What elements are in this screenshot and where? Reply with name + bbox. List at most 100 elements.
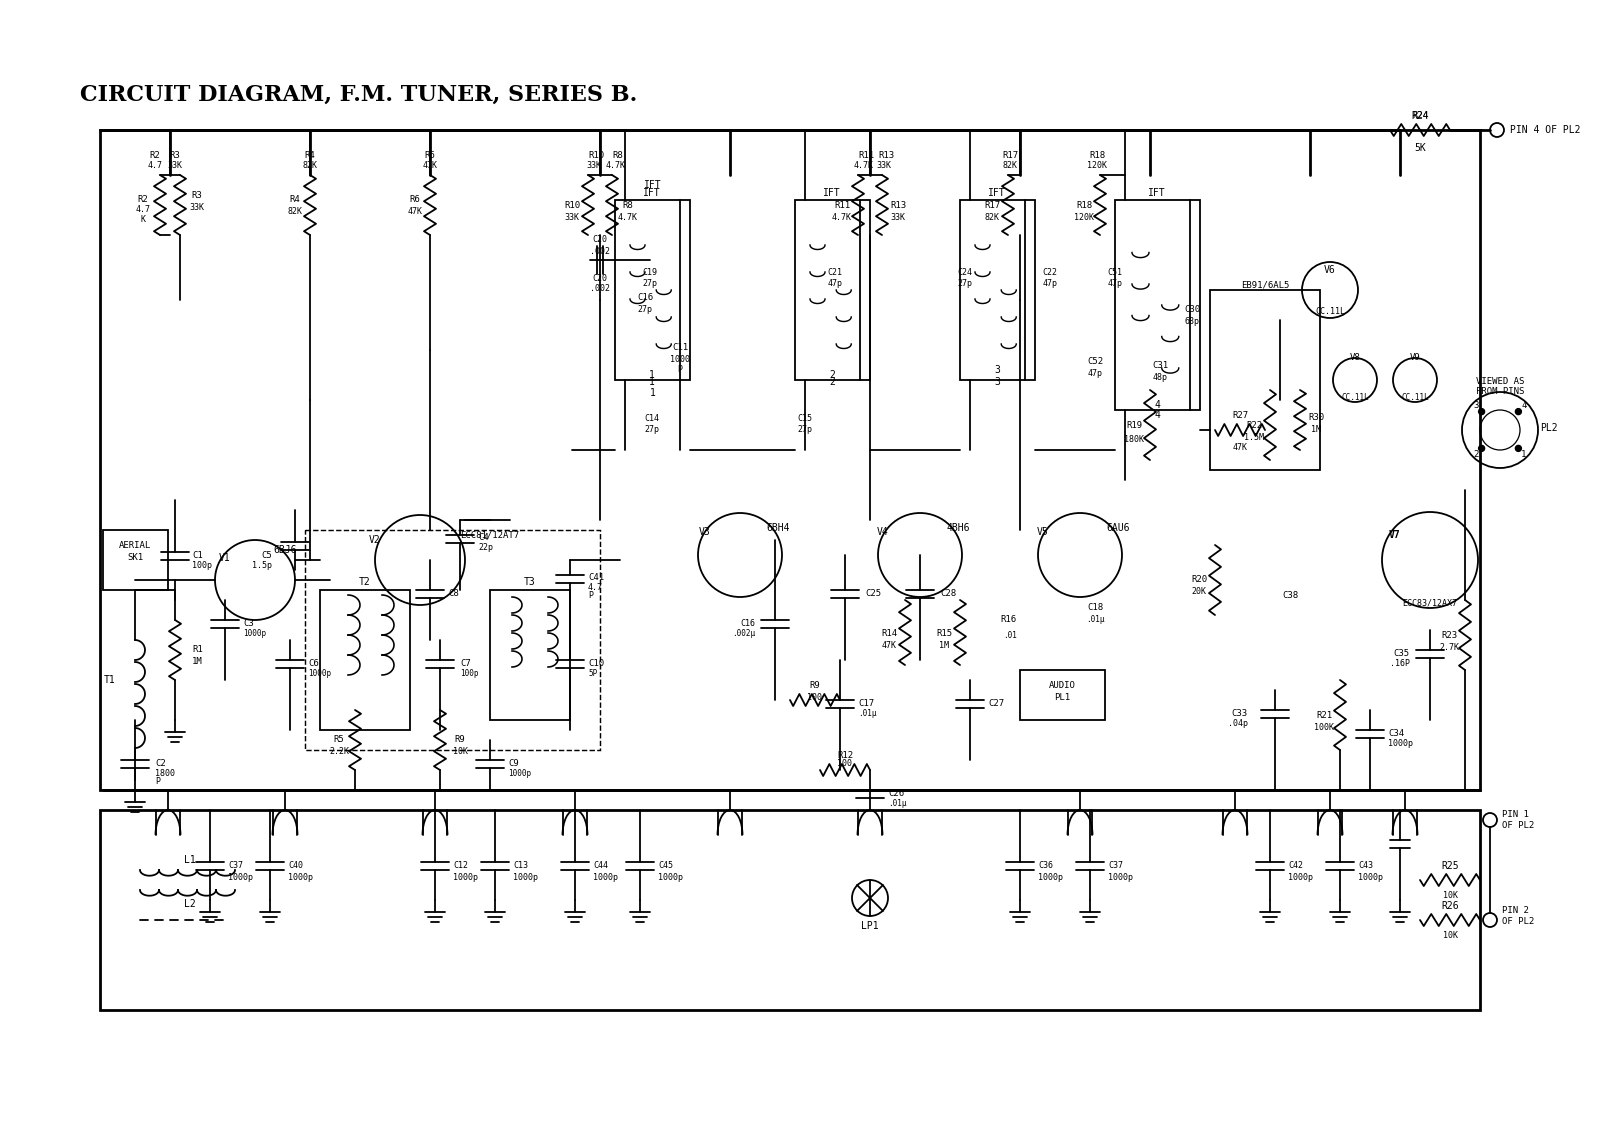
Text: C44: C44 [594, 862, 608, 871]
Text: 1800: 1800 [155, 769, 174, 778]
Text: R12: R12 [837, 751, 853, 760]
Bar [1021, 670, 1106, 720]
Text: 3: 3 [994, 377, 1000, 387]
Text: R2: R2 [138, 196, 149, 205]
Text: PIN 1
OF PL2: PIN 1 OF PL2 [1502, 810, 1534, 830]
Text: 4.7K: 4.7K [832, 214, 851, 223]
Text: 1.5p: 1.5p [253, 561, 272, 570]
Text: C2: C2 [155, 760, 166, 768]
Text: C18: C18 [1086, 604, 1102, 613]
Text: 1000p: 1000p [514, 873, 538, 882]
Text: 48p: 48p [1152, 372, 1168, 381]
Text: C31: C31 [1152, 361, 1168, 370]
Text: V4: V4 [877, 527, 890, 537]
Text: FROM PINS: FROM PINS [1475, 388, 1525, 397]
Text: 33K: 33K [565, 214, 579, 223]
Circle shape [1478, 408, 1485, 415]
Text: 47K: 47K [1232, 442, 1248, 451]
Text: L1: L1 [184, 855, 195, 865]
Text: C8: C8 [448, 589, 459, 598]
Text: .04p: .04p [1229, 719, 1248, 728]
Text: C40: C40 [288, 862, 302, 871]
Text: C16: C16 [637, 294, 653, 302]
Text: R23: R23 [1442, 630, 1458, 639]
Text: 47p: 47p [1088, 370, 1102, 379]
Text: C11: C11 [672, 344, 688, 353]
Text: C4: C4 [478, 534, 488, 543]
Text: R20: R20 [1190, 576, 1206, 585]
Text: 1000p: 1000p [288, 873, 314, 882]
Text: 1000p: 1000p [229, 873, 253, 882]
Text: R10: R10 [563, 200, 581, 209]
Text: C33: C33 [1232, 709, 1248, 718]
Text: 5P: 5P [589, 670, 597, 679]
Text: 1: 1 [650, 377, 654, 387]
Text: AERIAL: AERIAL [118, 541, 150, 550]
Text: R6: R6 [410, 196, 421, 205]
Text: 4: 4 [1154, 400, 1160, 411]
Text: 1000: 1000 [670, 355, 690, 364]
Text: R4: R4 [290, 196, 301, 205]
Text: .002: .002 [590, 248, 610, 257]
Text: R13: R13 [878, 150, 894, 159]
Text: CIRCUIT DIAGRAM, F.M. TUNER, SERIES B.: CIRCUIT DIAGRAM, F.M. TUNER, SERIES B. [80, 84, 637, 106]
Text: C20
.002: C20 .002 [590, 274, 610, 293]
Text: V7: V7 [1389, 530, 1402, 539]
Text: R14: R14 [882, 629, 898, 638]
Bar [960, 200, 1035, 380]
Text: R9: R9 [810, 681, 821, 690]
Text: C45: C45 [658, 862, 674, 871]
Text: SK1: SK1 [126, 553, 142, 562]
Text: C22
47p: C22 47p [1043, 268, 1058, 287]
Bar [320, 590, 410, 729]
Bar [1115, 200, 1200, 411]
Text: R21: R21 [1315, 710, 1333, 719]
Text: 1000p: 1000p [1358, 873, 1382, 882]
Text: 1000p: 1000p [1038, 873, 1062, 882]
Text: VIEWED AS: VIEWED AS [1475, 378, 1525, 387]
Text: 47K: 47K [422, 161, 437, 170]
Text: PIN 2
OF PL2: PIN 2 OF PL2 [1502, 906, 1534, 925]
Text: 20K: 20K [1192, 587, 1206, 596]
Text: 10K: 10K [1443, 932, 1458, 941]
Text: 1: 1 [650, 370, 654, 380]
Text: 4.7: 4.7 [589, 584, 603, 593]
Text: C41: C41 [589, 573, 605, 582]
Text: 10K: 10K [453, 748, 467, 757]
Text: R10: R10 [587, 150, 605, 159]
Text: .002µ: .002µ [731, 630, 755, 639]
Text: PL2: PL2 [1539, 423, 1558, 433]
Text: P: P [677, 365, 683, 374]
Text: C19
27p: C19 27p [643, 268, 658, 287]
Text: R26: R26 [1442, 901, 1459, 910]
Text: 100: 100 [837, 759, 853, 768]
Text: CC.11L: CC.11L [1402, 394, 1429, 403]
Text: 33K: 33K [587, 161, 602, 170]
Text: .01µ: .01µ [1086, 615, 1104, 624]
Bar [306, 530, 600, 750]
Text: R11: R11 [834, 200, 850, 209]
Text: V5: V5 [1037, 527, 1050, 537]
Text: C1: C1 [192, 552, 203, 561]
Text: IFT: IFT [989, 188, 1006, 198]
Text: 1: 1 [650, 388, 656, 398]
Text: C38: C38 [1282, 590, 1298, 599]
Text: R13: R13 [890, 200, 906, 209]
Text: C5: C5 [261, 552, 272, 561]
Text: 1000p: 1000p [509, 769, 531, 778]
Text: C27: C27 [989, 699, 1005, 708]
Text: 33K: 33K [891, 214, 906, 223]
Text: LP1: LP1 [861, 921, 878, 931]
Text: R16: R16 [1000, 615, 1016, 624]
Text: 10K: 10K [1443, 891, 1458, 900]
Text: V8: V8 [1350, 354, 1360, 363]
Text: 82K: 82K [1003, 161, 1018, 170]
Text: V6: V6 [1325, 265, 1336, 275]
Text: 1000p: 1000p [1389, 740, 1413, 749]
Text: C37: C37 [229, 862, 243, 871]
Text: R30: R30 [1307, 414, 1325, 423]
Bar [795, 200, 870, 380]
Text: 1000p: 1000p [1288, 873, 1314, 882]
Text: 1000p: 1000p [243, 630, 266, 639]
Text: 180K: 180K [1123, 435, 1144, 444]
